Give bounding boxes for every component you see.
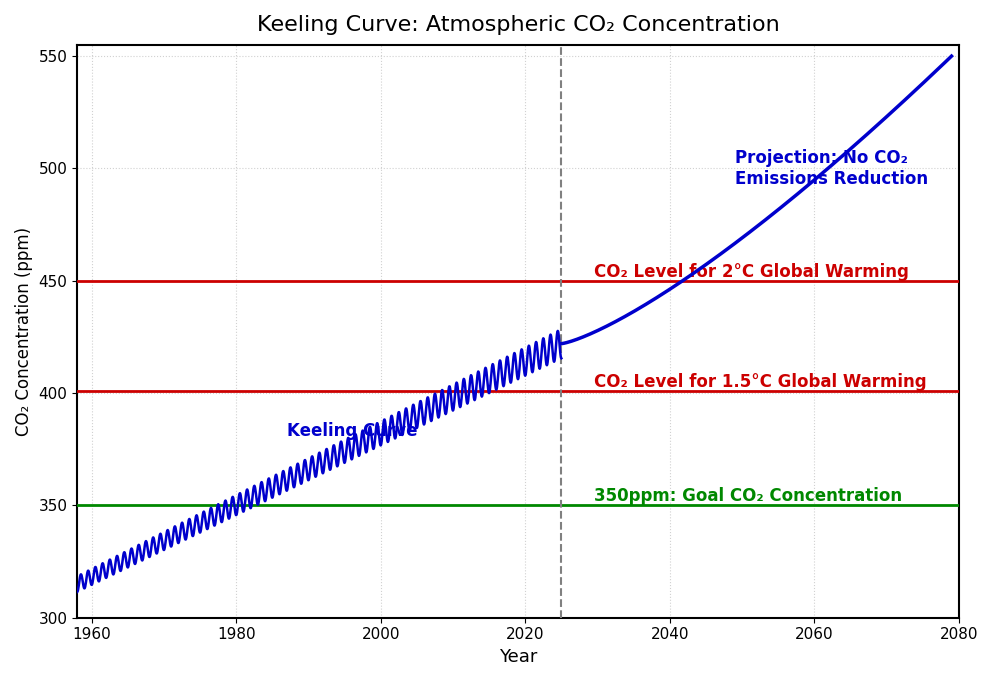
Text: Projection: No CO₂
Emissions Reduction: Projection: No CO₂ Emissions Reduction	[735, 149, 927, 188]
Text: CO₂ Level for 2°C Global Warming: CO₂ Level for 2°C Global Warming	[594, 263, 909, 281]
Title: Keeling Curve: Atmospheric CO₂ Concentration: Keeling Curve: Atmospheric CO₂ Concentra…	[256, 15, 780, 35]
Text: 350ppm: Goal CO₂ Concentration: 350ppm: Goal CO₂ Concentration	[594, 488, 902, 505]
Y-axis label: CO₂ Concentration (ppm): CO₂ Concentration (ppm)	[15, 227, 33, 436]
Text: Keeling Curve: Keeling Curve	[287, 422, 417, 440]
Text: CO₂ Level for 1.5°C Global Warming: CO₂ Level for 1.5°C Global Warming	[594, 373, 926, 391]
X-axis label: Year: Year	[498, 648, 537, 666]
